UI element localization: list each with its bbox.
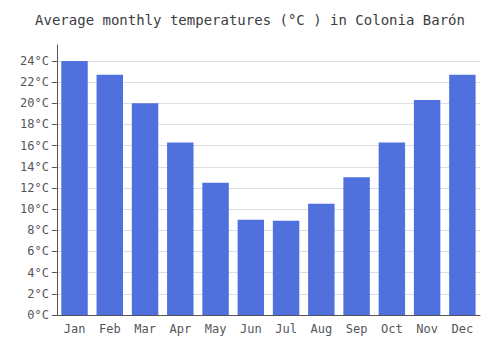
svg-text:8°C: 8°C [27,223,49,237]
svg-text:Aug: Aug [310,322,332,336]
svg-text:Average monthly temperatures (: Average monthly temperatures (°C ) in Co… [35,12,465,28]
svg-text:24°C: 24°C [20,54,49,68]
svg-text:14°C: 14°C [20,160,49,174]
svg-text:12°C: 12°C [20,181,49,195]
svg-text:Mar: Mar [134,322,156,336]
svg-text:0°C: 0°C [27,308,49,322]
svg-text:10°C: 10°C [20,202,49,216]
svg-text:Oct: Oct [381,322,403,336]
svg-text:20°C: 20°C [20,96,49,110]
svg-text:6°C: 6°C [27,244,49,258]
svg-text:Nov: Nov [416,322,438,336]
svg-text:Jul: Jul [275,322,297,336]
svg-text:Feb: Feb [99,322,121,336]
svg-text:Jan: Jan [64,322,86,336]
svg-text:Jun: Jun [240,322,262,336]
svg-text:Sep: Sep [346,322,368,336]
svg-text:2°C: 2°C [27,287,49,301]
svg-text:16°C: 16°C [20,139,49,153]
svg-text:Dec: Dec [452,322,474,336]
svg-text:18°C: 18°C [20,117,49,131]
svg-text:Apr: Apr [169,322,191,336]
svg-text:4°C: 4°C [27,266,49,280]
svg-text:22°C: 22°C [20,75,49,89]
svg-text:May: May [205,322,227,336]
